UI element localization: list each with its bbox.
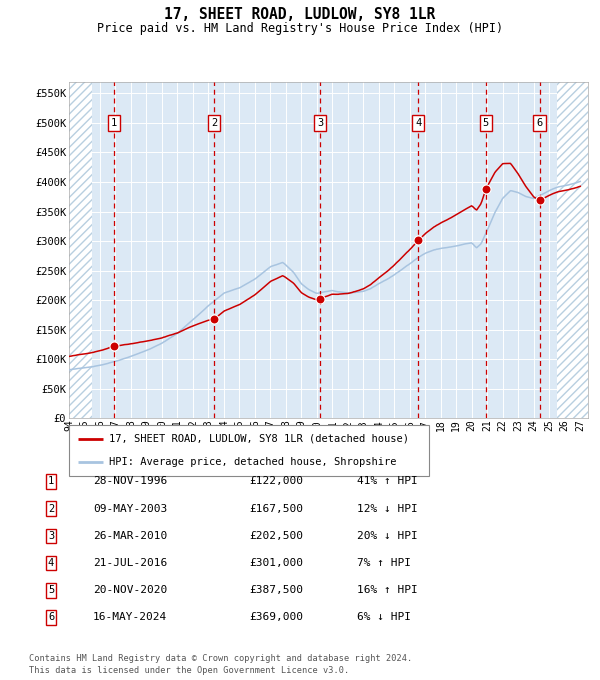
Text: Price paid vs. HM Land Registry's House Price Index (HPI): Price paid vs. HM Land Registry's House … [97,22,503,35]
Text: 5: 5 [48,585,54,595]
Text: 26-MAR-2010: 26-MAR-2010 [93,531,167,541]
Text: 09-MAY-2003: 09-MAY-2003 [93,504,167,513]
Text: 3: 3 [48,531,54,541]
FancyBboxPatch shape [69,425,429,476]
Text: 4: 4 [48,558,54,568]
Text: £387,500: £387,500 [249,585,303,595]
Text: £122,000: £122,000 [249,477,303,486]
Text: 20% ↓ HPI: 20% ↓ HPI [357,531,418,541]
Text: £369,000: £369,000 [249,613,303,622]
Text: 41% ↑ HPI: 41% ↑ HPI [357,477,418,486]
Text: HPI: Average price, detached house, Shropshire: HPI: Average price, detached house, Shro… [109,457,396,467]
Text: 20-NOV-2020: 20-NOV-2020 [93,585,167,595]
Text: 17, SHEET ROAD, LUDLOW, SY8 1LR (detached house): 17, SHEET ROAD, LUDLOW, SY8 1LR (detache… [109,434,409,444]
Text: Contains HM Land Registry data © Crown copyright and database right 2024.: Contains HM Land Registry data © Crown c… [29,654,412,663]
Text: 12% ↓ HPI: 12% ↓ HPI [357,504,418,513]
Text: £202,500: £202,500 [249,531,303,541]
Text: 7% ↑ HPI: 7% ↑ HPI [357,558,411,568]
Text: 1: 1 [111,118,117,128]
Text: 6: 6 [48,613,54,622]
Text: 16-MAY-2024: 16-MAY-2024 [93,613,167,622]
Text: £301,000: £301,000 [249,558,303,568]
Text: 5: 5 [482,118,489,128]
Text: This data is licensed under the Open Government Licence v3.0.: This data is licensed under the Open Gov… [29,666,349,675]
Text: 6% ↓ HPI: 6% ↓ HPI [357,613,411,622]
Text: 2: 2 [211,118,217,128]
Text: 28-NOV-1996: 28-NOV-1996 [93,477,167,486]
Bar [69,82,92,418]
Text: 4: 4 [415,118,421,128]
Text: 6: 6 [536,118,542,128]
Text: 17, SHEET ROAD, LUDLOW, SY8 1LR: 17, SHEET ROAD, LUDLOW, SY8 1LR [164,7,436,22]
Text: 1: 1 [48,477,54,486]
Text: £167,500: £167,500 [249,504,303,513]
Bar [557,82,588,418]
Text: 2: 2 [48,504,54,513]
Text: 21-JUL-2016: 21-JUL-2016 [93,558,167,568]
Text: 16% ↑ HPI: 16% ↑ HPI [357,585,418,595]
Text: 3: 3 [317,118,323,128]
